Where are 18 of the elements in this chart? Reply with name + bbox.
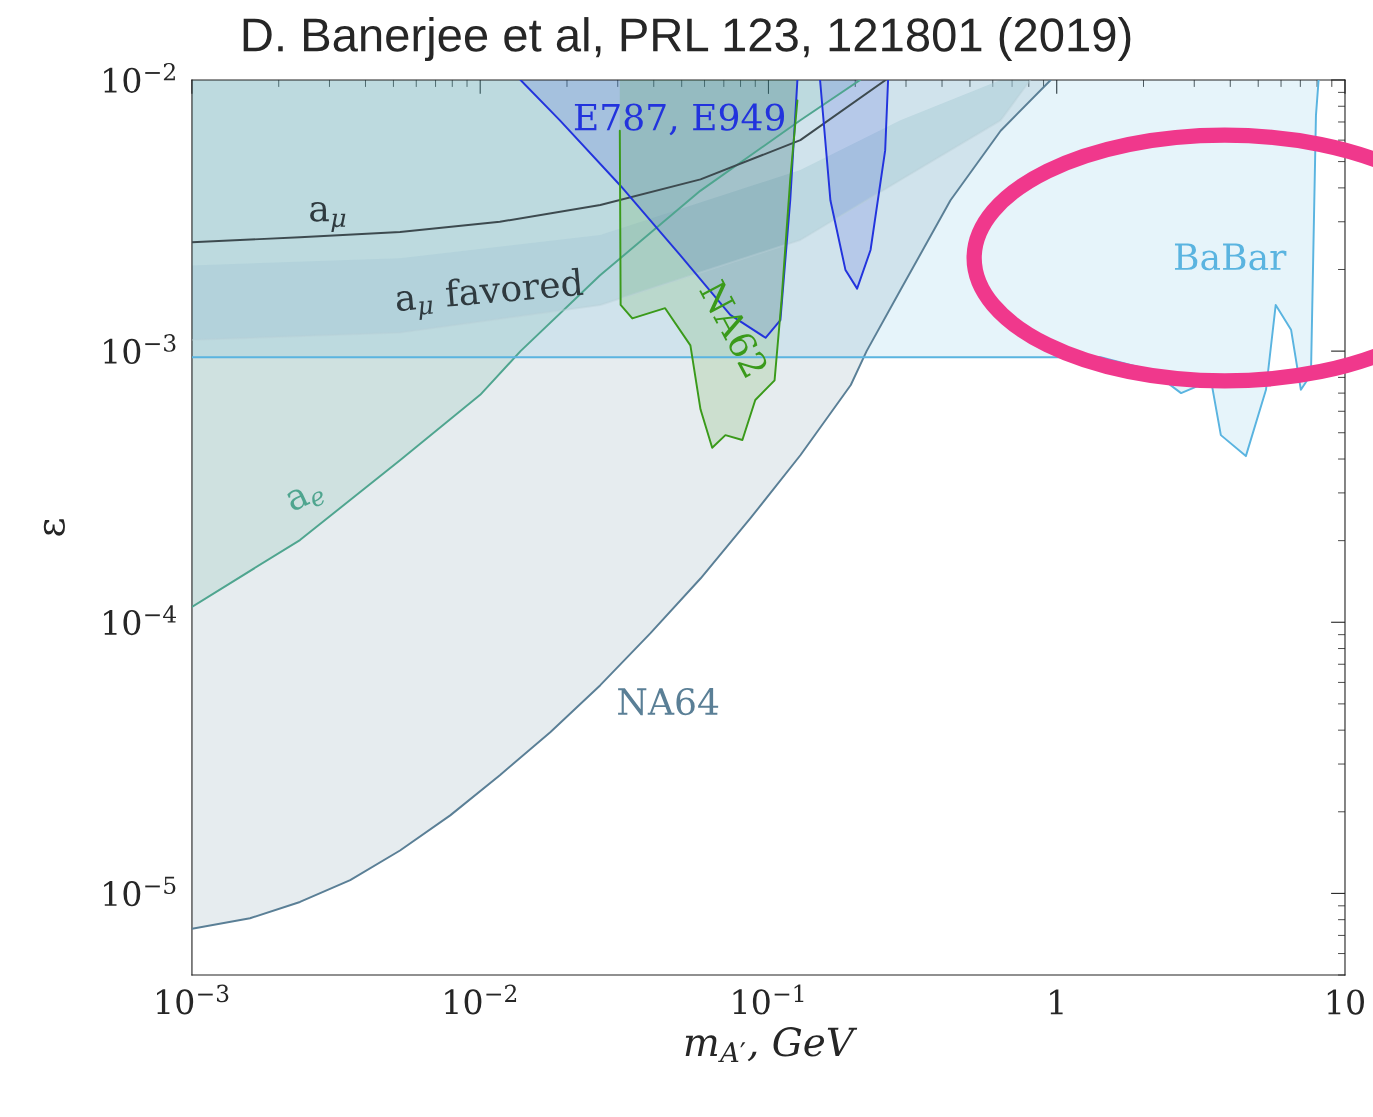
chart-title: D. Banerjee et al, PRL 123, 121801 (2019)	[243, 17, 1131, 62]
annotation: BaBar	[1174, 243, 1287, 271]
y-tick-label: 10$^{−5}$	[104, 876, 176, 907]
annotation: a$_{μ}$	[310, 201, 346, 233]
annotation: NA64	[618, 687, 719, 716]
x-tick-label: 10$^{−3}$	[157, 984, 229, 1015]
y-tick-label: 10$^{−4}$	[104, 605, 176, 636]
x-axis-title: m$_{A′}$, GeV	[685, 1027, 858, 1063]
y-tick-label: 10$^{−2}$	[104, 62, 175, 93]
annotation: a$_{e}$	[285, 479, 327, 517]
x-tick-label: 10$^{−2}$	[445, 984, 517, 1015]
annotation: a$_{μ}$ favored	[395, 267, 585, 322]
annotation: E787, E949	[574, 103, 785, 136]
x-tick-label: 10	[1327, 989, 1364, 1015]
x-tick-label: 1	[1050, 989, 1063, 1015]
x-tick-label: 10$^{−1}$	[733, 984, 804, 1015]
y-axis-title: ε	[43, 519, 65, 536]
y-tick-label: 10$^{−3}$	[104, 334, 176, 365]
